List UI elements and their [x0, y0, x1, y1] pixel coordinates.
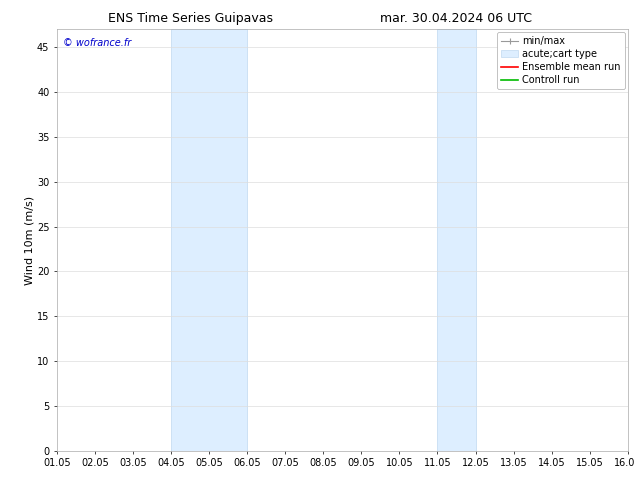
Bar [171, 29, 247, 451]
Text: mar. 30.04.2024 06 UTC: mar. 30.04.2024 06 UTC [380, 12, 533, 25]
Y-axis label: Wind 10m (m/s): Wind 10m (m/s) [24, 196, 34, 285]
Legend: min/max, acute;cart type, Ensemble mean run, Controll run: min/max, acute;cart type, Ensemble mean … [497, 32, 624, 89]
Bar [437, 29, 476, 451]
Text: © wofrance.fr: © wofrance.fr [63, 38, 131, 48]
Text: ENS Time Series Guipavas: ENS Time Series Guipavas [108, 12, 273, 25]
